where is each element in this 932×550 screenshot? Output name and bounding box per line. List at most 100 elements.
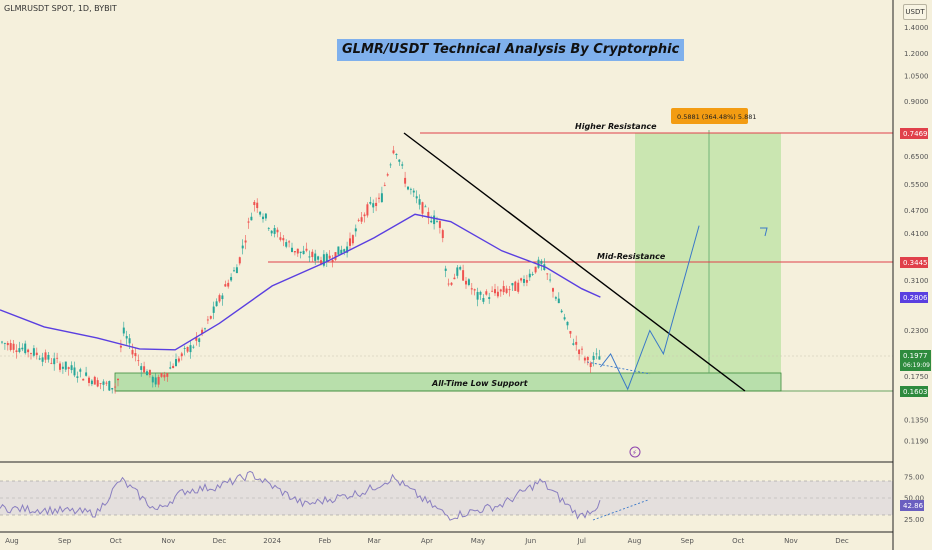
candle-body — [293, 251, 296, 253]
time-axis[interactable]: Aug Sep Oct Nov Dec 2024 Feb Mar Apr May Jun Jul Aug… — [5, 537, 849, 545]
candle-body — [218, 295, 221, 302]
candle-body — [491, 290, 494, 292]
svg-text:0.3445: 0.3445 — [903, 259, 928, 267]
candle-body — [270, 230, 273, 234]
price-tick-label: 0.5500 — [904, 181, 929, 189]
candle-body — [520, 278, 523, 281]
candle-body — [354, 228, 357, 232]
candle-body — [85, 372, 88, 376]
candle-body — [233, 270, 235, 272]
candle-body — [392, 150, 395, 154]
candle-body — [409, 188, 412, 190]
candle-body — [285, 242, 288, 247]
candle-body — [311, 251, 314, 258]
candle-body — [308, 256, 311, 258]
candle-body — [430, 220, 433, 223]
candle-body — [250, 216, 253, 221]
candle-body — [50, 362, 53, 364]
candle-body — [459, 267, 462, 270]
candle-body — [32, 348, 35, 356]
candle-body — [41, 357, 44, 362]
candle-body — [467, 279, 470, 285]
candle-body — [67, 367, 70, 369]
candle-body — [317, 256, 320, 260]
support-trend-dotted — [586, 361, 651, 375]
rsi-axis[interactable]: 75.00 50.00 25.00 — [904, 473, 924, 524]
candle-body — [288, 241, 291, 243]
time-tick-label: Aug — [628, 537, 642, 545]
time-tick-label: Oct — [732, 537, 744, 545]
candle-body — [592, 355, 595, 360]
candle-body — [12, 343, 15, 350]
candle-body — [598, 356, 601, 360]
time-tick-label: Nov — [162, 537, 176, 545]
candle-body — [256, 202, 259, 209]
candle-body — [9, 343, 12, 350]
candle-body — [412, 190, 415, 193]
candle-body — [198, 338, 201, 343]
mid-resistance-label: Mid-Resistance — [597, 252, 666, 261]
candle-body — [334, 252, 337, 260]
candle-body — [59, 363, 61, 370]
candle-body — [230, 277, 233, 281]
projection-tag-text: 0.5881 (364.48%) 5.881 — [677, 113, 756, 121]
candle-body — [557, 298, 560, 304]
time-tick-label: Apr — [421, 537, 433, 545]
candle-body — [589, 363, 592, 368]
candle-body — [496, 291, 499, 297]
candle-body — [134, 353, 137, 357]
event-icon[interactable] — [629, 446, 641, 458]
candle-body — [482, 297, 485, 302]
candle-body — [128, 338, 131, 344]
candle-body — [531, 274, 534, 275]
candle-body — [212, 306, 215, 313]
time-tick-label: Dec — [835, 537, 849, 545]
candle-body — [346, 246, 349, 253]
candle-body — [514, 281, 517, 291]
rsi-tick-label: 50.00 — [904, 495, 924, 503]
price-tick-label: 0.4100 — [904, 230, 929, 238]
candle-body — [546, 273, 549, 275]
downtrend-line — [403, 132, 746, 392]
candle-body — [163, 374, 166, 378]
candle-body — [366, 204, 369, 216]
price-tick-label: 1.2000 — [904, 50, 929, 58]
rsi-tick-label: 75.00 — [904, 473, 924, 481]
price-tick-label: 0.4700 — [904, 207, 929, 215]
candle-body — [517, 282, 520, 292]
candle-body — [299, 251, 302, 253]
candle-body — [325, 253, 328, 263]
candle-body — [105, 382, 108, 384]
projection-tag — [671, 108, 748, 124]
price-tick-label: 0.1750 — [904, 373, 929, 381]
symbol-label[interactable]: GLMRUSDT SPOT, 1D, BYBIT — [4, 4, 117, 13]
candle-body — [372, 203, 375, 208]
candle-body — [221, 295, 224, 300]
candle-body — [117, 378, 119, 381]
candle-body — [470, 288, 473, 290]
candle-body — [351, 235, 354, 244]
candle-body — [453, 277, 456, 280]
candle-body — [131, 350, 134, 355]
candle-body — [61, 366, 64, 369]
candle-body — [494, 289, 496, 294]
svg-text:0.1603: 0.1603 — [903, 388, 928, 396]
candle-body — [291, 247, 293, 252]
candle-body — [264, 213, 267, 219]
candle-body — [505, 288, 508, 293]
candle-body — [175, 359, 177, 367]
candle-body — [148, 369, 151, 375]
candle-body — [146, 371, 148, 376]
currency-button[interactable]: USDT — [903, 4, 927, 20]
candle-body — [433, 215, 436, 225]
candle-body — [314, 253, 317, 261]
price-tick-label: 0.9000 — [904, 98, 929, 106]
price-axis[interactable]: 1.4000 1.2000 1.0500 0.9000 0.6500 0.5500 0.47… — [904, 24, 929, 445]
candle-body — [595, 353, 598, 355]
candle-body — [76, 376, 79, 378]
svg-text:0.7469: 0.7469 — [903, 130, 928, 138]
candle-body — [378, 197, 380, 199]
time-tick-label: Mar — [368, 537, 381, 545]
candle-body — [499, 289, 502, 292]
